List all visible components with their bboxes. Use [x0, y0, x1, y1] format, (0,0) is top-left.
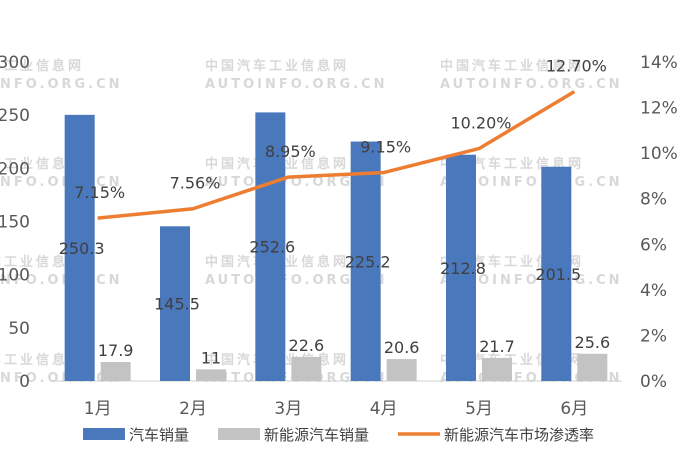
y-right-tick-label: 0%	[640, 372, 667, 392]
watermark-text: AUTOINFO.ORG.CN	[205, 273, 388, 288]
watermark-text: 中国汽车工业信息网	[0, 156, 84, 172]
y-left-tick-label: 250	[0, 106, 30, 126]
watermark-text: AUTOINFO.ORG.CN	[0, 77, 123, 92]
legend-swatch	[83, 428, 125, 440]
y-right-tick-label: 10%	[640, 144, 678, 164]
line-penetration-rate	[97, 90, 576, 220]
bar-nev-sales	[291, 356, 322, 381]
watermark-text: 中国汽车工业信息网	[205, 58, 349, 74]
bar-nev-sales	[196, 369, 226, 381]
data-label-car-sales: 212.8	[440, 259, 486, 278]
data-label-penetration-rate: 7.56%	[170, 174, 221, 193]
bar-nev-sales	[577, 353, 608, 381]
y-right-tick-label: 8%	[640, 190, 667, 210]
watermark-text: AUTOINFO.ORG.CN	[205, 77, 388, 92]
y-right-tick-label: 2%	[640, 326, 667, 346]
data-label-car-sales: 252.6	[249, 238, 295, 257]
watermark-text: AUTOINFO.ORG.CN	[440, 77, 623, 92]
x-tick-label: 1月	[84, 399, 112, 419]
bar-car-sales	[255, 112, 286, 381]
bar-layer	[64, 112, 608, 382]
label-layer: 250.3 145.5 252.6 225.2 212.8 201.5 17.9 11 22.6…	[59, 57, 610, 368]
legend-label: 汽车销量	[129, 426, 189, 444]
y-left-tick-label: 300	[0, 53, 30, 73]
data-label-nev-sales: 22.6	[289, 336, 325, 355]
watermark-text: 中国汽车工业信息网	[0, 58, 84, 74]
bar-car-sales	[64, 114, 95, 382]
bar-car-sales	[350, 141, 381, 381]
x-tick-label: 4月	[370, 399, 398, 419]
data-label-nev-sales: 25.6	[575, 333, 611, 352]
y-right-tick-label: 14%	[640, 53, 678, 73]
watermark-text: 中国汽车工业信息网	[0, 352, 84, 368]
bar-nev-sales	[386, 359, 417, 381]
legend-swatch	[218, 428, 260, 440]
bar-car-sales	[541, 166, 572, 381]
data-label-car-sales: 145.5	[154, 295, 200, 314]
data-label-penetration-rate: 7.15%	[74, 183, 125, 202]
line-layer	[97, 90, 576, 220]
legend-label: 新能源汽车销量	[264, 426, 369, 444]
y-right-tick-label: 4%	[640, 281, 667, 301]
x-tick-label: 3月	[274, 399, 302, 419]
x-tick-label: 5月	[465, 399, 493, 419]
data-label-penetration-rate: 12.70%	[546, 57, 607, 76]
data-label-penetration-rate: 10.20%	[450, 114, 511, 133]
x-tick-label: 6月	[560, 399, 588, 419]
bar-car-sales	[446, 154, 476, 381]
watermark-text: AUTOINFO.ORG.CN	[440, 175, 623, 190]
y-right-tick-label: 6%	[640, 235, 667, 255]
watermark-text: 中国汽车工业信息网	[0, 254, 84, 270]
data-label-nev-sales: 21.7	[479, 337, 515, 356]
data-label-penetration-rate: 9.15%	[360, 138, 411, 157]
data-label-car-sales: 225.2	[345, 252, 391, 271]
y-left-tick-label: 100	[0, 266, 30, 286]
legend-label: 新能源汽车市场渗透率	[444, 426, 594, 444]
bar-nev-sales	[482, 357, 512, 381]
data-label-car-sales: 250.3	[59, 239, 105, 258]
x-tick-label: 2月	[179, 399, 207, 419]
data-label-penetration-rate: 8.95%	[265, 142, 316, 161]
bar-nev-sales	[100, 361, 131, 381]
watermark-text: AUTOINFO.ORG.CN	[205, 175, 388, 190]
watermark-text: AUTOINFO.ORG.CN	[440, 273, 623, 288]
y-right-tick-label: 12%	[640, 99, 678, 119]
axis-layer: 0 50 100 150 200 250 300 0% 2% 4% 6% 8% 10% 12% 14% 1月 2…	[0, 53, 678, 419]
data-label-nev-sales: 20.6	[384, 338, 420, 357]
bar-car-sales	[160, 226, 190, 381]
data-label-nev-sales: 17.9	[98, 341, 134, 360]
y-left-tick-label: 50	[8, 319, 30, 339]
watermark-text: 中国汽车工业信息网	[440, 58, 584, 74]
legend-layer: 汽车销量 新能源汽车销量 新能源汽车市场渗透率	[83, 426, 594, 444]
data-label-nev-sales: 11	[201, 348, 221, 367]
y-left-tick-label: 200	[0, 159, 30, 179]
y-left-tick-label: 150	[0, 213, 30, 233]
data-label-car-sales: 201.5	[535, 265, 581, 284]
y-left-tick-label: 0	[19, 372, 30, 392]
